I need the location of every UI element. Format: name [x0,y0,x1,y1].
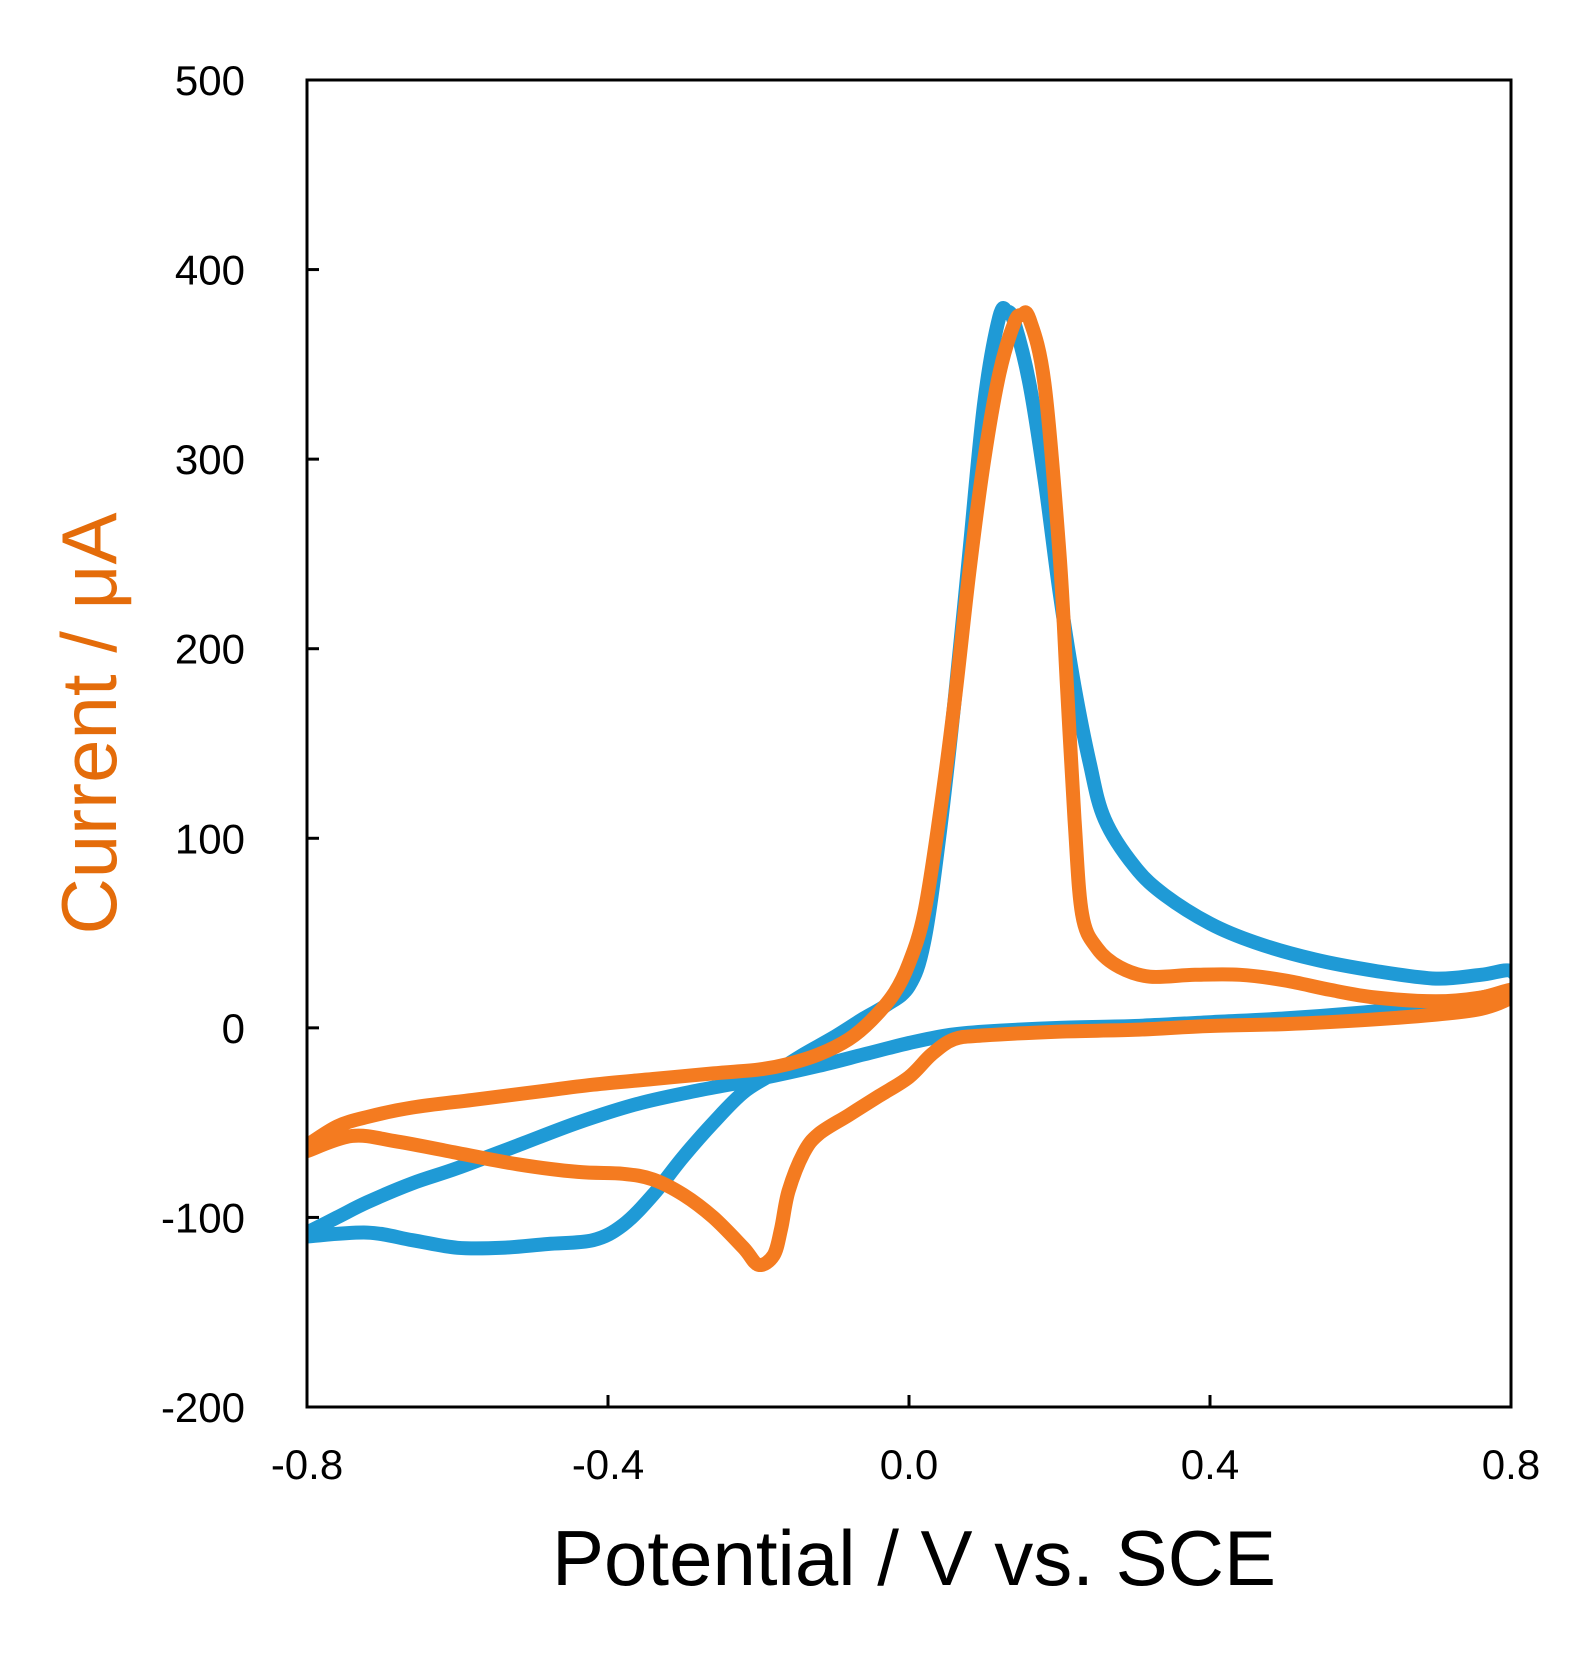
y-tick-label: 200 [175,626,245,673]
series-line-orange [307,305,1511,1272]
series-layer [307,301,1511,1272]
y-tick-label: -100 [161,1194,245,1241]
x-axis-title: Potential / V vs. SCE [552,1514,1276,1602]
y-axis: -200 -100 0 100 200 300 400 500 [161,57,319,1431]
y-tick-label: 0 [222,1005,245,1052]
y-tick-label: 400 [175,247,245,294]
x-tick-label: 0.8 [1482,1441,1540,1488]
y-tick-label: 500 [175,57,245,104]
x-tick-label: -0.8 [271,1441,343,1488]
y-tick-label: 100 [175,815,245,862]
y-tick-label: 300 [175,436,245,483]
x-tick-label: 0.0 [880,1441,938,1488]
x-tick-label: -0.4 [572,1441,644,1488]
series-line-blue [307,301,1511,1256]
y-tick-label: -200 [161,1384,245,1431]
y-axis-title: Current / μA [45,512,133,934]
x-tick-label: 0.4 [1181,1441,1239,1488]
x-axis: -0.8 -0.4 0.0 0.4 0.8 [271,1395,1540,1488]
